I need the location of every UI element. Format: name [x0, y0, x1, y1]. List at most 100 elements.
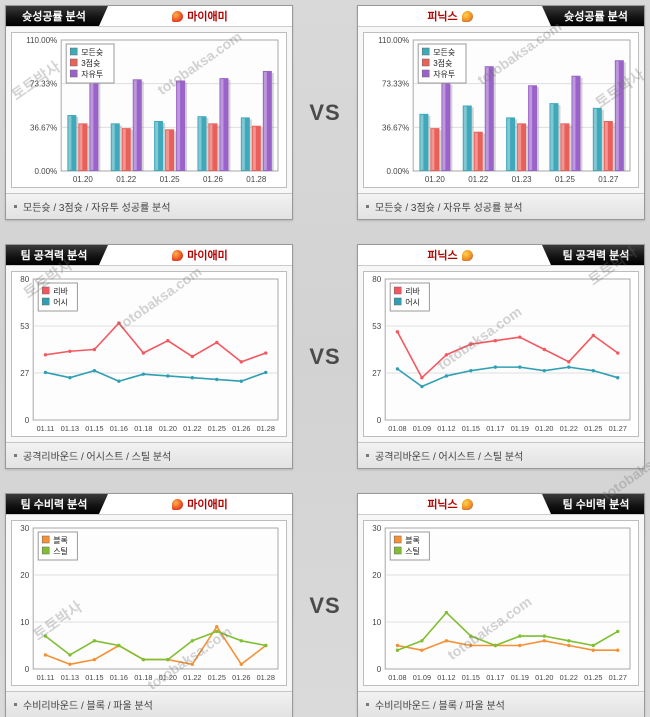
svg-text:어시: 어시 [405, 297, 420, 307]
panel-title-tab: 슛성공률 분석 [6, 6, 108, 26]
svg-text:01.27: 01.27 [609, 673, 627, 682]
svg-text:20: 20 [372, 571, 381, 580]
svg-text:01.17: 01.17 [486, 424, 504, 433]
panel-title: 팀 수비력 분석 [562, 499, 630, 511]
team-name: 마이애미 [187, 11, 228, 23]
svg-text:01.13: 01.13 [61, 673, 79, 682]
svg-text:01.19: 01.19 [511, 673, 529, 682]
svg-text:53: 53 [20, 322, 29, 331]
footer-text: 공격리바운드 / 어시스트 / 스틸 분석 [375, 452, 524, 463]
svg-text:01.20: 01.20 [535, 424, 553, 433]
svg-text:01.20: 01.20 [535, 673, 553, 682]
team-logo-icon [461, 498, 473, 510]
svg-text:0: 0 [25, 416, 30, 425]
svg-text:01.28: 01.28 [257, 424, 275, 433]
comparison-row-defense: 팀 수비력 분석 마이애미 0 10 20 30 01.11 01.13 01.15 01.1… [0, 493, 650, 717]
panel-footer: 수비리바운드 / 블록 / 파울 분석 [6, 691, 292, 717]
svg-text:01.18: 01.18 [134, 424, 152, 433]
panel-header: 피닉스 슛성공률 분석 [358, 6, 644, 27]
svg-text:0: 0 [377, 665, 382, 674]
svg-text:36.67%: 36.67% [30, 123, 57, 132]
svg-text:01.22: 01.22 [183, 673, 201, 682]
svg-text:0.00%: 0.00% [35, 167, 58, 176]
comparison-row-offense: 팀 공격력 분석 마이애미 0 27 53 80 01.11 01.13 01.15 01.1… [0, 244, 650, 469]
svg-text:01.09: 01.09 [413, 673, 431, 682]
team-logo-icon [172, 10, 184, 22]
team-name: 피닉스 [427, 11, 458, 23]
bullet-icon [366, 205, 369, 208]
svg-text:01.25: 01.25 [584, 424, 602, 433]
panel-offense-right: 피닉스 팀 공격력 분석 0 27 53 80 01.08 01.09 01.12 01.15… [357, 244, 645, 469]
footer-text: 공격리바운드 / 어시스트 / 스틸 분석 [23, 452, 172, 463]
line-chart-defense-miami: 0 10 20 30 01.11 01.13 01.15 01.16 01.18 01.20 01.… [11, 520, 287, 686]
panel-footer: 모든슛 / 3점슛 / 자유투 성공률 분석 [358, 193, 644, 219]
panel-header: 피닉스 팀 공격력 분석 [358, 245, 644, 266]
line-chart-defense-phoenix: 0 10 20 30 01.08 01.09 01.12 01.15 01.17 01.19 01.… [363, 520, 639, 686]
svg-text:01.20: 01.20 [159, 424, 177, 433]
svg-text:01.28: 01.28 [257, 673, 275, 682]
svg-text:0: 0 [25, 665, 30, 674]
svg-text:01.23: 01.23 [512, 175, 533, 184]
svg-text:20: 20 [20, 571, 29, 580]
bar-chart-shooting-phoenix: 0.00% 36.67% 73.33% 110.00% 01.20 01.22 01.23 0… [363, 32, 639, 188]
svg-text:110.00%: 110.00% [378, 36, 409, 45]
svg-text:53: 53 [372, 322, 381, 331]
svg-text:스틸: 스틸 [53, 546, 68, 556]
svg-text:73.33%: 73.33% [30, 80, 57, 89]
bar-chart-shooting-miami: 0.00% 36.67% 73.33% 110.00% 01.20 01.22 01.25 0… [11, 32, 287, 188]
svg-text:01.22: 01.22 [468, 175, 489, 184]
svg-text:01.15: 01.15 [85, 424, 103, 433]
vs-label: VS [309, 343, 341, 369]
panel-defense-left: 팀 수비력 분석 마이애미 0 10 20 30 01.11 01.13 01.15 01.1… [5, 493, 293, 717]
svg-text:0: 0 [377, 416, 382, 425]
panel-footer: 모든슛 / 3점슛 / 자유투 성공률 분석 [6, 193, 292, 219]
footer-text: 모든슛 / 3점슛 / 자유투 성공률 분석 [23, 203, 171, 214]
panel-title-tab: 슛성공률 분석 [542, 6, 644, 26]
svg-text:01.27: 01.27 [609, 424, 627, 433]
panel-title-tab: 팀 공격력 분석 [542, 245, 644, 265]
svg-text:01.20: 01.20 [425, 175, 446, 184]
bullet-icon [14, 454, 17, 457]
svg-text:자유투: 자유투 [81, 70, 103, 79]
svg-text:01.09: 01.09 [413, 424, 431, 433]
panel-title-tab: 팀 수비력 분석 [6, 494, 108, 514]
svg-text:01.28: 01.28 [246, 175, 267, 184]
svg-text:스틸: 스틸 [405, 546, 420, 556]
svg-text:01.15: 01.15 [462, 424, 480, 433]
svg-text:01.12: 01.12 [437, 424, 455, 433]
svg-text:01.25: 01.25 [208, 673, 226, 682]
panel-header: 피닉스 팀 수비력 분석 [358, 494, 644, 515]
svg-text:30: 30 [372, 524, 381, 533]
team-name: 마이애미 [187, 250, 228, 262]
footer-text: 수비리바운드 / 블록 / 파울 분석 [375, 701, 505, 712]
svg-text:01.25: 01.25 [584, 673, 602, 682]
bullet-icon [14, 703, 17, 706]
line-chart-offense-miami: 0 27 53 80 01.11 01.13 01.15 01.16 01.18 01.20 01.… [11, 271, 287, 437]
svg-text:01.11: 01.11 [37, 673, 55, 682]
team-label: 마이애미 [108, 6, 292, 26]
svg-text:36.67%: 36.67% [382, 123, 409, 132]
svg-text:블록: 블록 [405, 535, 420, 545]
panel-header: 팀 수비력 분석 마이애미 [6, 494, 292, 515]
svg-text:01.26: 01.26 [232, 673, 250, 682]
svg-text:자유투: 자유투 [433, 70, 455, 79]
panel-title: 팀 공격력 분석 [562, 250, 630, 262]
svg-text:리바: 리바 [53, 286, 68, 296]
svg-text:110.00%: 110.00% [26, 36, 57, 45]
vs-label: VS [309, 99, 341, 125]
svg-text:27: 27 [372, 369, 381, 378]
svg-text:01.22: 01.22 [560, 424, 578, 433]
svg-text:01.08: 01.08 [388, 673, 406, 682]
svg-text:01.08: 01.08 [388, 424, 406, 433]
svg-text:01.17: 01.17 [486, 673, 504, 682]
team-name: 마이애미 [187, 499, 228, 511]
svg-text:블록: 블록 [53, 535, 68, 545]
team-logo-icon [172, 498, 184, 510]
svg-text:3점슛: 3점슛 [81, 58, 100, 68]
team-logo-icon [461, 249, 473, 261]
panel-title: 슛성공률 분석 [564, 11, 628, 23]
svg-text:30: 30 [20, 524, 29, 533]
panel-footer: 공격리바운드 / 어시스트 / 스틸 분석 [6, 442, 292, 468]
svg-text:01.26: 01.26 [232, 424, 250, 433]
team-logo-icon [172, 249, 184, 261]
